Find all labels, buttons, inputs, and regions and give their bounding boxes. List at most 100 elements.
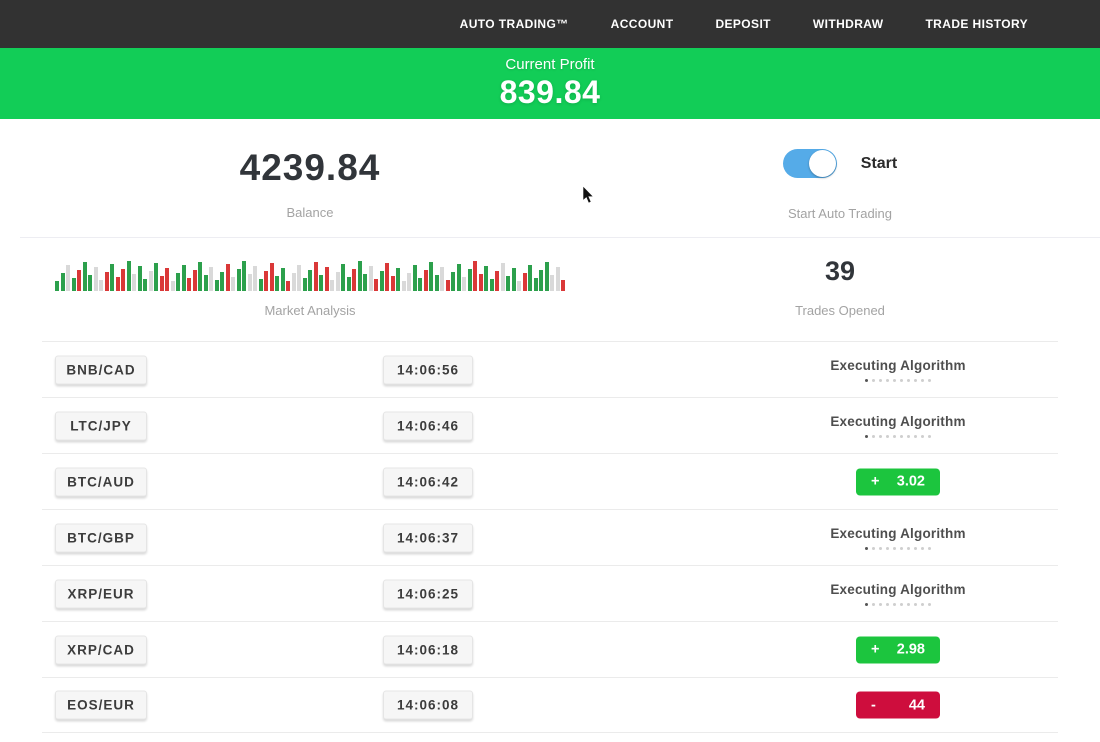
- chart-bar: [495, 271, 499, 291]
- market-analysis-chart: [55, 258, 571, 291]
- chart-bar: [418, 278, 422, 291]
- dot-icon: [893, 434, 896, 438]
- chart-bar: [60, 273, 65, 291]
- chart-bar: [352, 269, 356, 291]
- chart-bar: [550, 275, 554, 291]
- nav-item-auto-trading[interactable]: AUTO TRADING™: [459, 17, 569, 31]
- nav-item-trade-history[interactable]: TRADE HISTORY: [925, 17, 1028, 31]
- dot-icon: [879, 546, 882, 550]
- dot-icon: [879, 434, 882, 438]
- chart-bar: [517, 281, 521, 291]
- chart-bar: [330, 280, 334, 291]
- dot-icon: [900, 434, 903, 438]
- chart-bar: [115, 277, 120, 291]
- dot-icon: [886, 378, 889, 382]
- trade-row: BTC/GBP 14:06:37 Executing Algorithm: [42, 509, 1058, 565]
- chart-bar: [88, 275, 92, 291]
- chart-bar: [187, 278, 191, 291]
- market-analysis-caption: Market Analysis: [264, 303, 356, 318]
- chart-bar: [198, 262, 202, 291]
- chart-bar: [181, 265, 186, 291]
- result-amount: 44: [908, 697, 925, 713]
- pair-badge: LTC/JPY: [55, 411, 147, 440]
- chart-bar: [242, 261, 246, 291]
- nav-item-deposit[interactable]: DEPOSIT: [715, 17, 771, 31]
- auto-trading-caption: Start Auto Trading: [787, 206, 893, 221]
- time-badge: 14:06:18: [383, 635, 473, 664]
- chart-bar: [533, 278, 538, 291]
- chart-bar: [390, 276, 395, 291]
- chart-bar: [209, 267, 213, 291]
- chart-bar: [363, 274, 367, 291]
- chart-bar: [66, 265, 70, 291]
- trade-row: EOS/EUR 14:06:08 - 44: [42, 677, 1058, 733]
- chart-bar: [264, 271, 268, 291]
- trade-result-badge: + 2.98: [856, 636, 940, 663]
- pair-badge: BTC/GBP: [55, 523, 147, 552]
- nav-item-withdraw[interactable]: WITHDRAW: [812, 17, 884, 31]
- time-badge: 14:06:46: [383, 411, 473, 440]
- chart-bar: [225, 264, 230, 291]
- balance-label: Balance: [286, 205, 334, 220]
- chart-bar: [132, 274, 136, 291]
- chart-bar: [154, 263, 158, 291]
- chart-bar: [500, 263, 505, 291]
- chart-bar: [192, 270, 197, 291]
- chart-bar: [258, 279, 263, 291]
- time-badge: 14:06:25: [383, 579, 473, 608]
- chart-bar: [561, 280, 565, 291]
- chart-bar: [462, 277, 466, 291]
- chart-bar: [379, 271, 384, 291]
- pair-badge: BNB/CAD: [55, 355, 147, 384]
- chart-bar: [319, 275, 323, 291]
- progress-dots-icon: [798, 378, 998, 382]
- chart-bar: [522, 273, 527, 291]
- progress-dots-icon: [798, 602, 998, 606]
- dot-icon: [914, 602, 917, 606]
- chart-bar: [335, 272, 340, 291]
- chart-bar: [308, 270, 312, 291]
- progress-dots-icon: [798, 546, 998, 550]
- chart-bar: [401, 281, 406, 291]
- nav-menu: AUTO TRADING™ ACCOUNT DEPOSIT WITHDRAW TRADE…: [460, 17, 1028, 31]
- auto-trading-toggle-row: Start: [620, 149, 1060, 178]
- toggle-knob-icon: [808, 150, 836, 177]
- chart-bar: [286, 281, 290, 291]
- dot-icon: [921, 602, 924, 606]
- trade-row: BTC/AUD 14:06:42 + 3.02: [42, 453, 1058, 509]
- dot-icon: [928, 434, 931, 438]
- start-toggle[interactable]: [782, 149, 837, 178]
- chart-bar: [324, 267, 329, 291]
- executing-label: Executing Algorithm: [830, 525, 966, 541]
- chart-bar: [269, 263, 274, 291]
- pair-badge: XRP/EUR: [55, 579, 147, 608]
- chart-bar: [467, 269, 472, 291]
- dot-icon: [872, 546, 875, 550]
- chart-bar: [220, 272, 224, 291]
- dot-icon: [886, 546, 889, 550]
- chart-bar: [412, 265, 417, 291]
- chart-bar: [231, 277, 235, 291]
- chart-bar: [280, 268, 285, 291]
- chart-bar: [341, 264, 345, 291]
- dot-icon: [928, 602, 931, 606]
- dot-icon: [865, 378, 868, 382]
- dot-icon: [886, 434, 889, 438]
- dot-icon: [872, 434, 875, 438]
- chart-bar: [214, 280, 219, 291]
- trades-opened-caption: Trades Opened: [795, 303, 885, 318]
- chart-bar: [176, 273, 180, 291]
- dot-icon: [900, 378, 903, 382]
- progress-dots-icon: [798, 434, 998, 438]
- dot-icon: [879, 378, 882, 382]
- chart-bar: [291, 273, 296, 291]
- chart-bar: [434, 275, 439, 291]
- chart-bar: [473, 261, 477, 291]
- trades-opened-value: 39: [824, 256, 856, 286]
- trade-status-executing: Executing Algorithm: [798, 414, 998, 438]
- nav-item-account[interactable]: ACCOUNT: [610, 17, 674, 31]
- chart-bar: [313, 262, 318, 291]
- pair-badge: EOS/EUR: [55, 690, 147, 720]
- trades-list: BNB/CAD 14:06:56 Executing Algorithm LTC…: [0, 341, 1100, 733]
